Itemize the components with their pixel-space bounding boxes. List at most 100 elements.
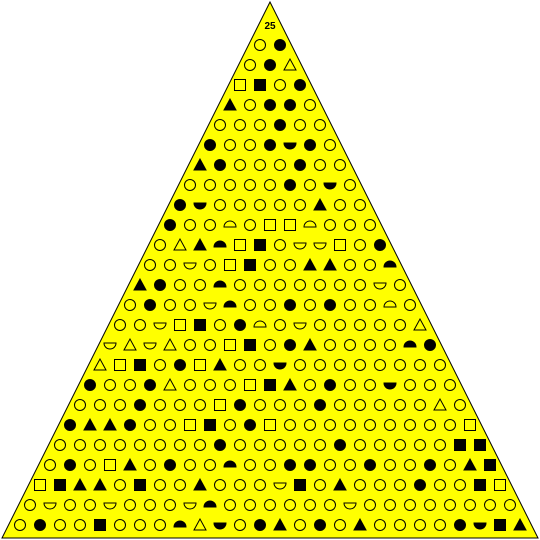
circle-symbol [254,519,266,531]
dome-symbol [253,320,267,328]
circle-symbol [194,279,206,291]
circle-symbol [354,319,366,331]
dome-symbol [173,520,187,528]
circle-symbol [314,359,326,371]
circle-symbol [454,399,466,411]
circle-symbol [294,79,306,91]
circle-symbol [404,379,416,391]
circle-symbol [54,439,66,451]
triangle-symbol [163,377,177,391]
circle-symbol [14,519,26,531]
bowl-symbol [293,242,307,250]
circle-symbol [434,479,446,491]
circle-symbol [64,459,76,471]
circle-symbol [334,359,346,371]
circle-symbol [284,499,296,511]
circle-symbol [204,259,216,271]
circle-symbol [244,139,256,151]
circle-symbol [124,379,136,391]
triangle-symbol [93,357,107,371]
circle-symbol [154,239,166,251]
circle-symbol [264,299,276,311]
square-symbol [54,479,66,491]
circle-symbol [214,119,226,131]
circle-symbol [254,279,266,291]
dome-symbol [223,300,237,308]
circle-symbol [184,179,196,191]
triangle-symbol [303,257,317,271]
circle-symbol [244,299,256,311]
circle-symbol [114,519,126,531]
circle-symbol [464,499,476,511]
circle-symbol [394,399,406,411]
square-symbol [104,459,116,471]
circle-symbol [334,399,346,411]
circle-symbol [324,299,336,311]
circle-symbol [414,439,426,451]
circle-symbol [374,319,386,331]
circle-symbol [304,499,316,511]
dome-symbol [203,500,217,508]
circle-symbol [214,439,226,451]
square-symbol [174,319,186,331]
triangle-symbol [413,317,427,331]
circle-symbol [334,439,346,451]
circle-symbol [294,159,306,171]
triangle-symbol [193,237,207,251]
circle-symbol [404,299,416,311]
circle-symbol [294,519,306,531]
circle-symbol [274,199,286,211]
triangle-symbol [433,397,447,411]
circle-symbol [34,519,46,531]
square-symbol [464,419,476,431]
circle-symbol [344,419,356,431]
circle-symbol [154,519,166,531]
circle-symbol [434,359,446,371]
circle-symbol [274,279,286,291]
circle-symbol [154,359,166,371]
square-symbol [284,219,296,231]
circle-symbol [444,459,456,471]
square-symbol [494,479,506,491]
circle-symbol [344,299,356,311]
circle-symbol [294,199,306,211]
triangle-symbol [193,477,207,491]
square-symbol [244,379,256,391]
circle-symbol [284,179,296,191]
circle-symbol [394,439,406,451]
circle-symbol [184,299,196,311]
circle-symbol [304,99,316,111]
circle-symbol [134,399,146,411]
circle-symbol [84,499,96,511]
circle-symbol [184,379,196,391]
triangle-symbol [223,97,237,111]
circle-symbol [234,279,246,291]
square-symbol [494,519,506,531]
circle-symbol [344,259,356,271]
circle-symbol [334,159,346,171]
square-symbol [214,399,226,411]
circle-symbol [134,439,146,451]
circle-symbol [204,379,216,391]
circle-symbol [124,419,136,431]
square-symbol [134,479,146,491]
circle-symbol [174,279,186,291]
square-symbol [244,259,256,271]
bowl-symbol [343,502,357,510]
circle-symbol [244,459,256,471]
square-symbol [334,239,346,251]
circle-symbol [234,159,246,171]
circle-symbol [404,459,416,471]
circle-symbol [354,439,366,451]
circle-symbol [224,179,236,191]
dome-symbol [383,300,397,308]
circle-symbol [284,459,296,471]
circle-symbol [284,339,296,351]
circle-symbol [434,439,446,451]
dome-symbol [403,340,417,348]
square-symbol [294,479,306,491]
circle-symbol [264,339,276,351]
triangle-symbol [463,457,477,471]
circle-symbol [454,479,466,491]
